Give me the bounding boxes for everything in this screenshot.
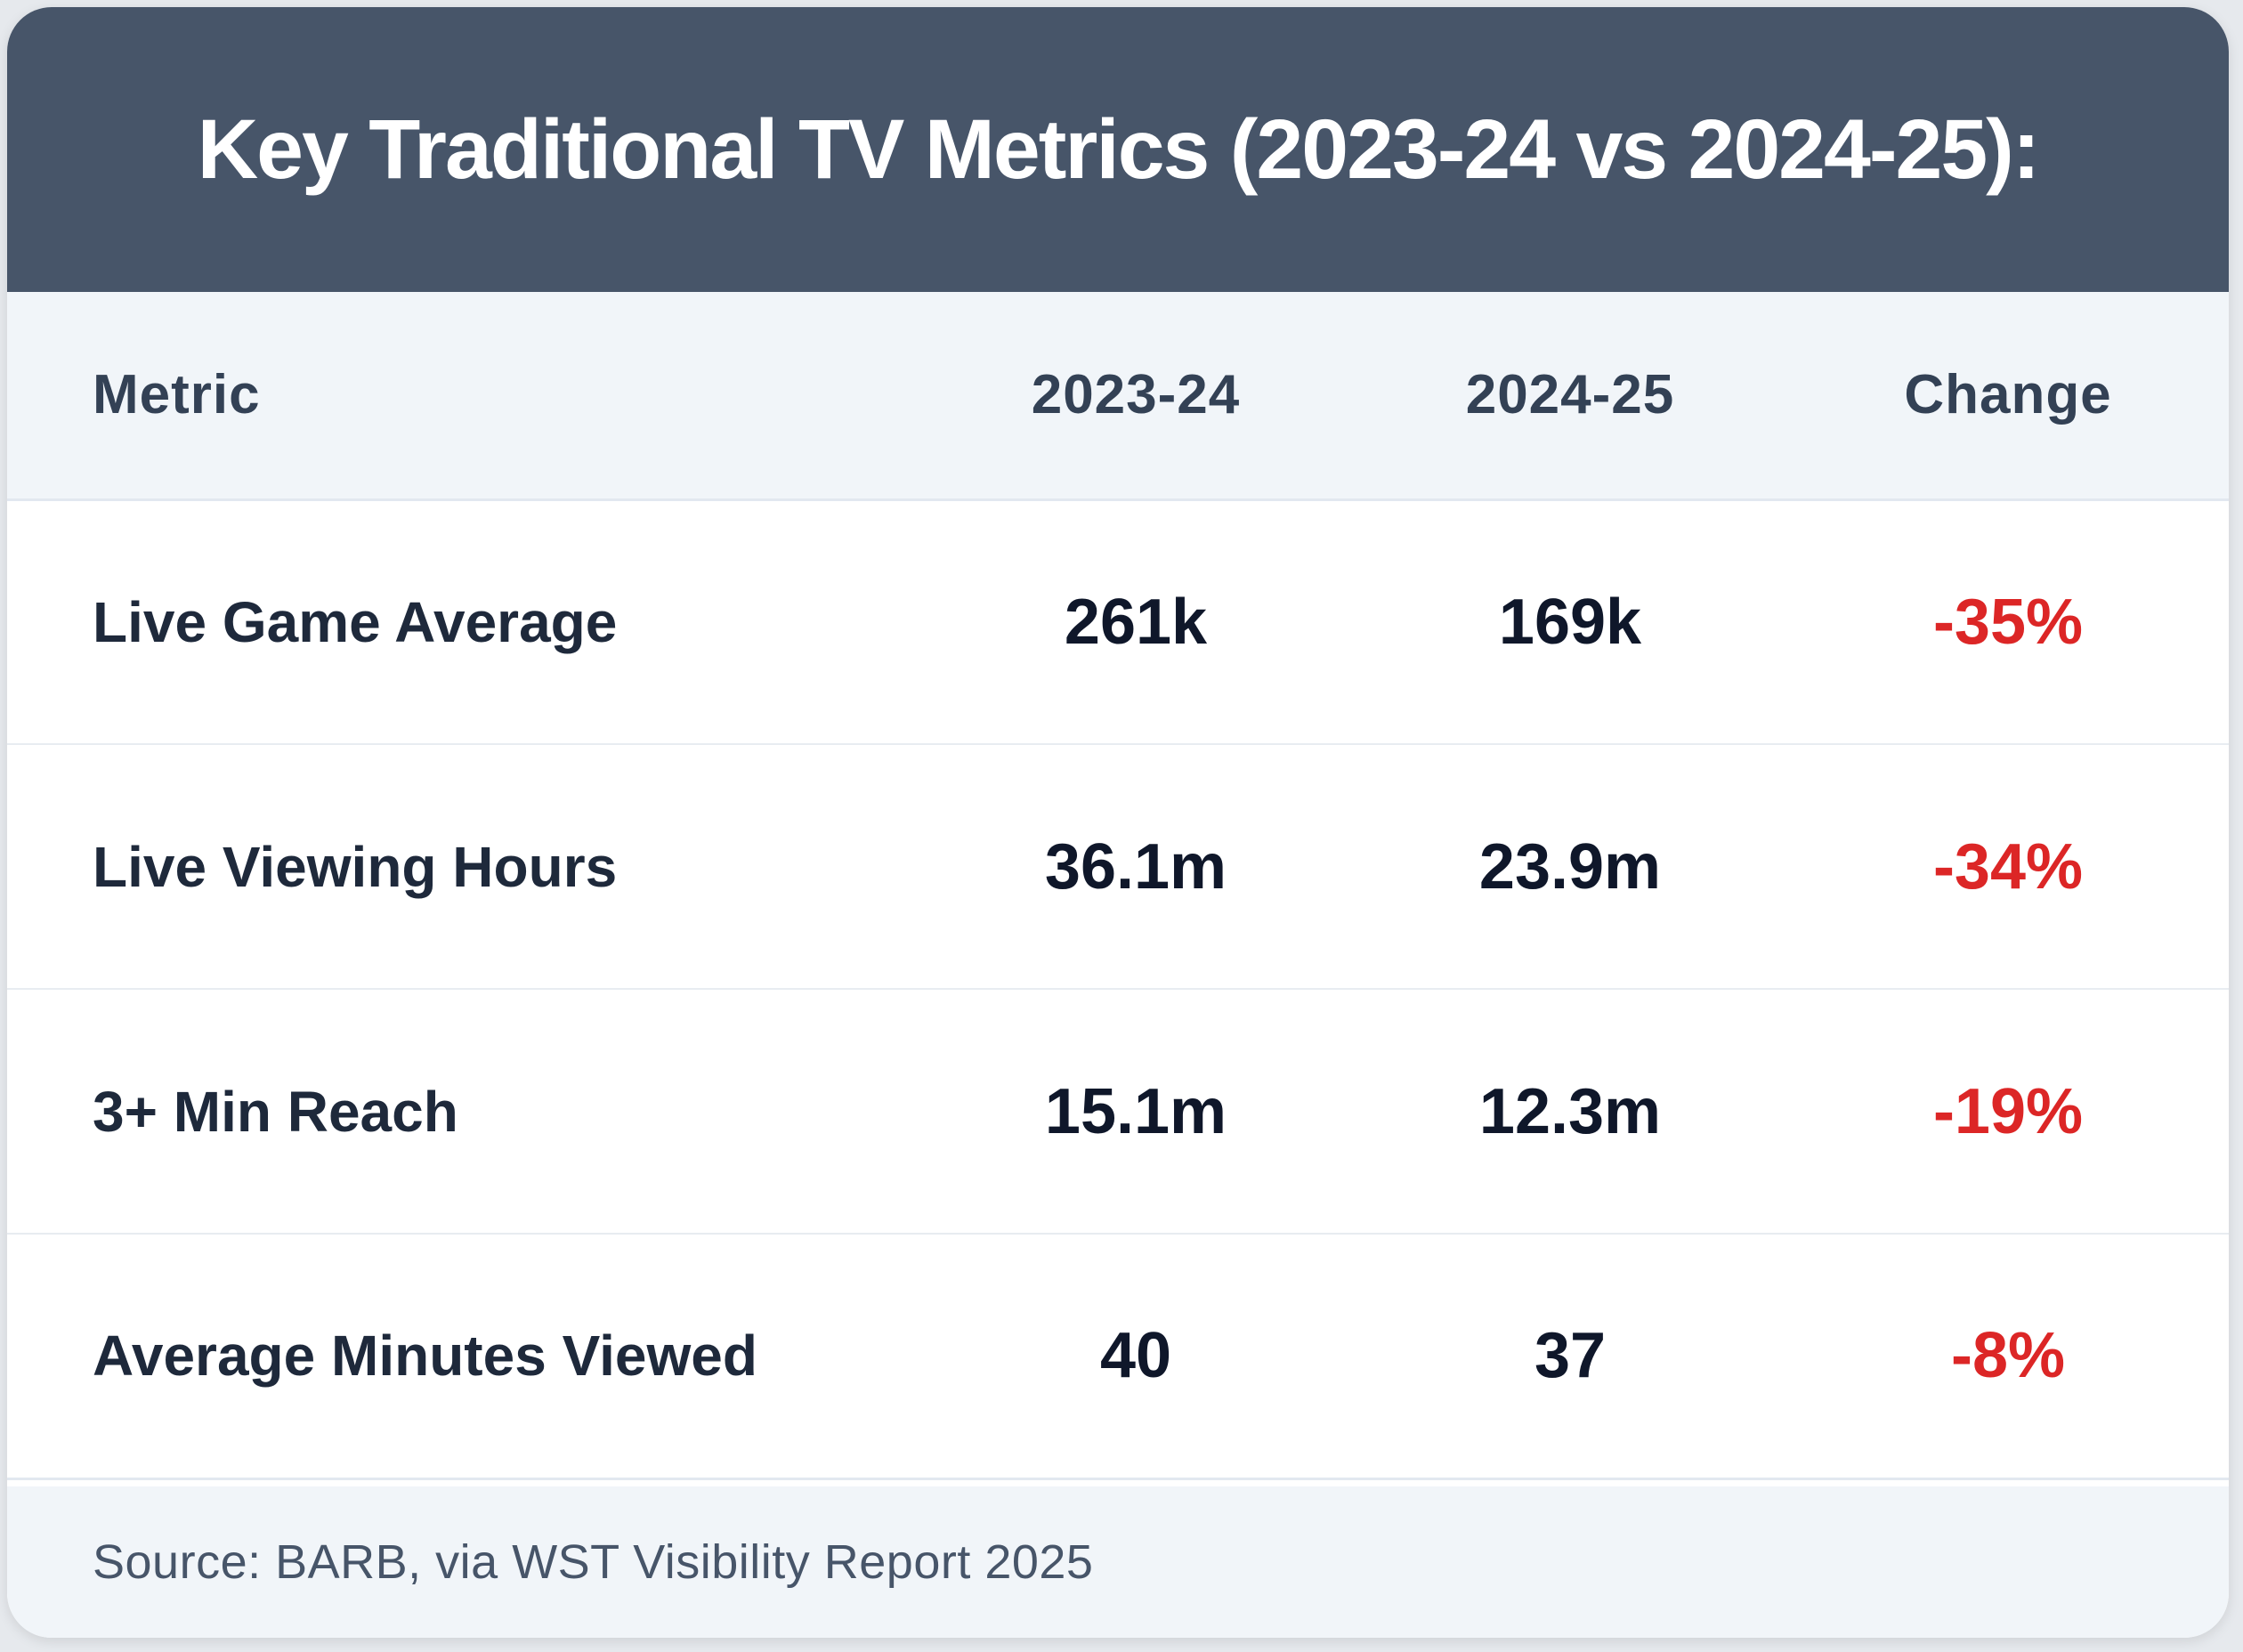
value-2023-24: 40 [1099,1320,1172,1392]
value-2024-25: 23.9m [1478,830,1662,903]
card-footer: Source: BARB, via WST Visibility Report … [7,1486,2229,1638]
change-value: -19% [1932,1075,2084,1147]
table-header: Metric 2023-24 2024-25 Change [7,292,2229,501]
metric-label: 3+ Min Reach [93,1079,458,1144]
metric-label: Average Minutes Viewed [93,1324,757,1389]
change-value: -34% [1932,830,2084,903]
value-2024-25: 37 [1534,1320,1607,1392]
table-row: Average Minutes Viewed 40 37 -8% [7,1234,2229,1478]
header-row: Metric 2023-24 2024-25 Change [7,292,2229,501]
value-2023-24: 36.1m [1044,830,1227,903]
metric-label: Live Viewing Hours [93,834,618,899]
table-row: 3+ Min Reach 15.1m 12.3m -19% [7,989,2229,1234]
metrics-table: Metric 2023-24 2024-25 Change Live Game … [7,292,2229,1480]
source-note: Source: BARB, via WST Visibility Report … [93,1535,1094,1589]
metrics-card: Key Traditional TV Metrics (2023-24 vs 2… [7,7,2229,1638]
value-2023-24: 15.1m [1044,1075,1227,1147]
metric-label: Live Game Average [93,589,618,654]
chart-title: Key Traditional TV Metrics (2023-24 vs 2… [197,101,2041,197]
change-value: -35% [1932,586,2084,658]
table-body: Live Game Average 261k 169k -35% Live Vi… [7,499,2229,1478]
value-2024-25: 12.3m [1478,1075,1662,1147]
column-header-2024-25: 2024-25 [1353,292,1787,501]
column-header-2023-24: 2023-24 [919,292,1353,501]
value-2023-24: 261k [1064,586,1208,658]
change-value: -8% [1950,1320,2066,1392]
column-header-change: Change [1787,292,2229,501]
card-header: Key Traditional TV Metrics (2023-24 vs 2… [7,7,2229,292]
table-row: Live Game Average 261k 169k -35% [7,499,2229,744]
value-2024-25: 169k [1498,586,1642,658]
table-row: Live Viewing Hours 36.1m 23.9m -34% [7,744,2229,989]
column-header-metric: Metric [7,292,919,501]
